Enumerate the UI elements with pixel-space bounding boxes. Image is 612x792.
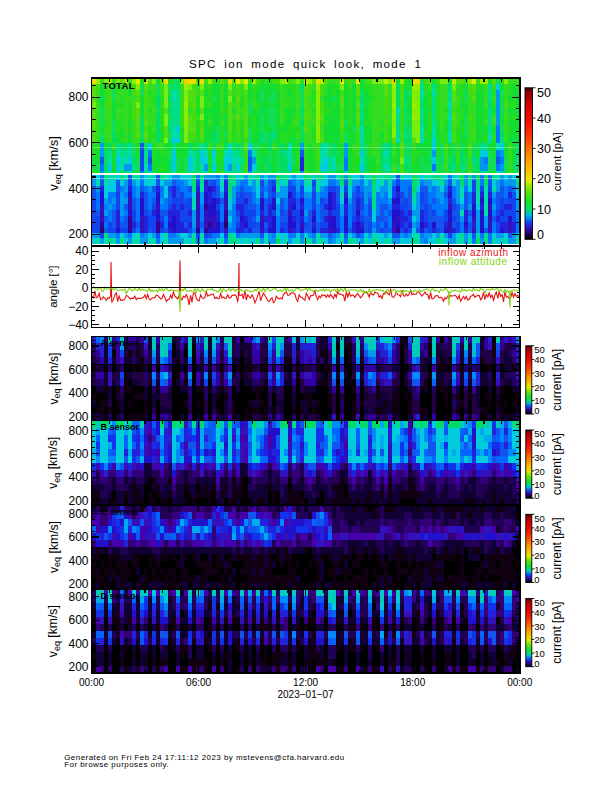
svg-text:18:00: 18:00 <box>400 677 425 688</box>
svg-text:20: 20 <box>534 382 545 393</box>
svg-text:200: 200 <box>68 410 88 424</box>
svg-text:40: 40 <box>534 607 545 618</box>
svg-text:SPC ion mode quick look, mode: SPC ion mode quick look, mode 1 <box>189 58 422 70</box>
svg-text:50: 50 <box>534 513 545 524</box>
svg-text:20: 20 <box>537 172 551 186</box>
svg-text:30: 30 <box>537 142 551 156</box>
svg-text:600: 600 <box>68 363 88 377</box>
svg-text:00:00: 00:00 <box>507 677 532 688</box>
svg-text:TOTAL: TOTAL <box>103 80 135 91</box>
svg-text:400: 400 <box>68 386 88 400</box>
svg-text:inflow attitude: inflow attitude <box>439 256 508 267</box>
svg-text:200: 200 <box>68 494 88 508</box>
svg-text:800: 800 <box>68 90 88 104</box>
svg-text:10: 10 <box>534 564 545 575</box>
svg-text:current [pA]: current [pA] <box>550 602 564 664</box>
svg-text:0: 0 <box>534 574 539 585</box>
svg-text:30: 30 <box>534 452 545 463</box>
svg-text:10: 10 <box>534 648 545 659</box>
svg-text:10: 10 <box>534 395 545 406</box>
svg-text:current [pA]: current [pA] <box>551 132 563 191</box>
svg-text:current [pA]: current [pA] <box>550 517 564 579</box>
svg-text:06:00: 06:00 <box>186 677 211 688</box>
svg-text:30: 30 <box>534 368 545 379</box>
svg-text:40: 40 <box>75 244 89 258</box>
svg-text:40: 40 <box>534 438 545 449</box>
svg-text:C sensor: C sensor <box>101 507 140 517</box>
svg-text:600: 600 <box>68 530 88 544</box>
svg-text:12:00: 12:00 <box>293 677 318 688</box>
svg-text:30: 30 <box>534 536 545 547</box>
svg-text:40: 40 <box>537 112 551 126</box>
svg-text:50: 50 <box>534 597 545 608</box>
svg-text:800: 800 <box>68 590 88 604</box>
svg-text:10: 10 <box>537 203 551 217</box>
svg-text:800: 800 <box>68 424 88 438</box>
svg-text:−20: −20 <box>68 300 89 314</box>
svg-text:40: 40 <box>534 523 545 534</box>
svg-text:800: 800 <box>68 339 88 353</box>
svg-text:400: 400 <box>68 470 88 484</box>
svg-text:30: 30 <box>534 621 545 632</box>
svg-text:600: 600 <box>68 447 88 461</box>
svg-text:A sensor: A sensor <box>101 338 140 348</box>
svg-text:400: 400 <box>68 554 88 568</box>
svg-text:20: 20 <box>534 466 545 477</box>
svg-text:D sensor: D sensor <box>101 591 140 601</box>
svg-text:0: 0 <box>534 658 539 669</box>
svg-text:800: 800 <box>68 507 88 521</box>
svg-text:current [pA]: current [pA] <box>550 349 564 411</box>
svg-text:−40: −40 <box>68 318 89 332</box>
svg-text:400: 400 <box>68 182 88 196</box>
svg-text:20: 20 <box>534 550 545 561</box>
svg-text:For browse purposes only.: For browse purposes only. <box>64 760 169 769</box>
svg-text:0: 0 <box>82 281 89 295</box>
svg-text:10: 10 <box>534 479 545 490</box>
svg-text:0: 0 <box>537 228 544 242</box>
svg-text:20: 20 <box>534 634 545 645</box>
svg-text:current [pA]: current [pA] <box>550 433 564 495</box>
svg-text:angle [°]: angle [°] <box>47 265 59 307</box>
svg-text:40: 40 <box>534 354 545 365</box>
svg-text:0: 0 <box>534 490 539 501</box>
svg-text:2023−01−07: 2023−01−07 <box>278 689 335 700</box>
svg-text:400: 400 <box>68 637 88 651</box>
svg-text:50: 50 <box>537 86 551 100</box>
svg-text:20: 20 <box>75 263 89 277</box>
svg-text:200: 200 <box>68 227 88 241</box>
svg-text:0: 0 <box>534 405 539 416</box>
svg-text:B sensor: B sensor <box>101 422 140 432</box>
svg-text:600: 600 <box>68 136 88 150</box>
svg-text:50: 50 <box>534 344 545 355</box>
svg-text:600: 600 <box>68 613 88 627</box>
svg-text:200: 200 <box>68 660 88 674</box>
svg-text:00:00: 00:00 <box>79 677 104 688</box>
svg-text:50: 50 <box>534 428 545 439</box>
